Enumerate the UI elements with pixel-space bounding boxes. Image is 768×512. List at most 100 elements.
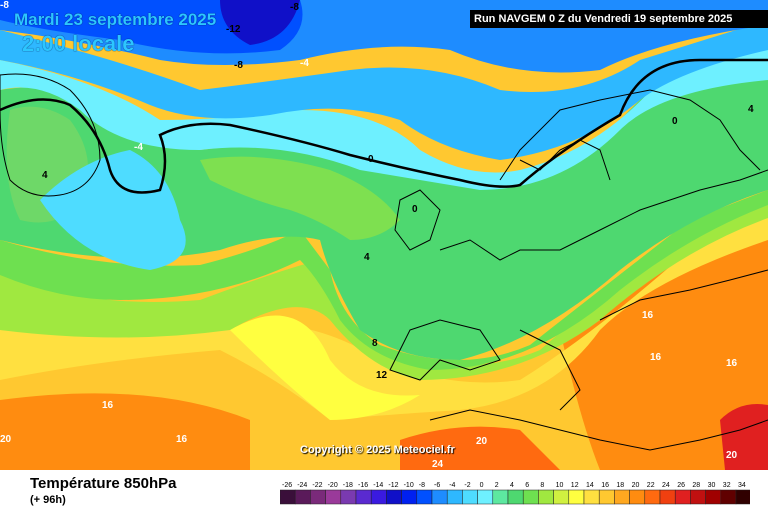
isotherm-label: 0 <box>368 154 374 165</box>
legend-tick-label: -12 <box>388 482 398 489</box>
legend-tick-label: -26 <box>282 482 292 489</box>
legend-color-swatch <box>598 489 615 505</box>
forecast-date: Mardi 23 septembre 2025 <box>14 10 217 29</box>
isotherm-zero-line <box>0 58 768 194</box>
legend-color-swatch <box>568 489 585 505</box>
isotherm-label: 12 <box>376 370 388 381</box>
legend-color-swatch <box>705 489 722 505</box>
model-run-banner: Run NAVGEM 0 Z du Vendredi 19 septembre … <box>470 10 768 28</box>
legend-tick-label: -20 <box>328 482 338 489</box>
legend-tick-label: -8 <box>419 482 425 489</box>
legend-color-swatch <box>659 489 676 505</box>
isotherm-label: 16 <box>650 352 662 363</box>
legend-color-swatch <box>553 489 570 505</box>
isotherm-band-10 <box>230 315 420 420</box>
isotherm-label: 16 <box>176 434 188 445</box>
legend-color-swatch <box>355 489 372 505</box>
legend-tick-label: 28 <box>692 482 700 489</box>
legend-tick-label: -22 <box>312 482 322 489</box>
variable-title: Température 850hPa <box>30 475 177 492</box>
isotherm-label: 0 <box>412 204 418 215</box>
color-scale: -26 -24 -22 -20 -18 -16 -14 -12 -10 -8 -6 -4 -2 0 2 4 6 8… <box>280 482 750 505</box>
legend-color-swatch <box>462 489 478 505</box>
legend-tick-label: -2 <box>464 482 470 489</box>
legend-color-swatch <box>644 489 661 505</box>
isotherm-label: -4 <box>134 142 143 153</box>
legend-tick-label: -4 <box>449 482 455 489</box>
legend-color-swatch <box>280 489 296 505</box>
legend-color-swatch <box>492 489 509 505</box>
legend-tick-label: 8 <box>540 482 544 489</box>
legend-tick-label: 16 <box>601 482 609 489</box>
legend-tick-label: 20 <box>632 482 640 489</box>
legend-tick-label: 14 <box>586 482 594 489</box>
copyright: Copyright © 2025 Meteociel.fr <box>300 444 455 456</box>
legend-tick-label: 0 <box>480 482 484 489</box>
isotherm-band-24 <box>400 426 560 470</box>
legend-tick-label: 18 <box>616 482 624 489</box>
legend-color-swatch <box>735 489 750 505</box>
legend-color-swatch <box>386 489 402 505</box>
legend-color-swatch <box>477 489 494 505</box>
legend-tick-label: 4 <box>510 482 514 489</box>
forecast-time: 2:00 locale <box>22 31 135 56</box>
coastline-greenland <box>0 73 101 197</box>
isotherm-band-minus-2-west <box>40 150 186 270</box>
legend-tick-label: -16 <box>358 482 368 489</box>
isotherm-label: -12 <box>226 24 241 35</box>
legend-color-swatch <box>370 489 387 505</box>
isotherm-band-20 <box>0 393 250 470</box>
legend-color-swatch <box>538 489 554 505</box>
isotherm-band-0 <box>200 156 400 240</box>
legend-tick-label: 2 <box>495 482 499 489</box>
legend-color-swatch <box>507 489 524 505</box>
coastline-europe <box>389 169 768 451</box>
legend-color-swatch <box>614 489 630 505</box>
isotherm-band-4 <box>0 200 768 380</box>
legend-tick-label: -6 <box>434 482 440 489</box>
legend-tick-label: 22 <box>647 482 655 489</box>
isotherm-band-20-east <box>560 230 768 470</box>
isotherm-band-minus-2 <box>0 40 768 190</box>
isotherm-label: 20 <box>0 434 12 445</box>
isotherm-band-minus-4 <box>0 20 768 160</box>
isotherm-label: -4 <box>300 58 309 69</box>
isotherm-label: 16 <box>642 310 654 321</box>
legend-color-swatch <box>294 489 311 505</box>
isotherm-band-6 <box>0 190 768 370</box>
legend-color-swatch <box>416 489 433 505</box>
legend-tick-label: 24 <box>662 482 670 489</box>
legend-color-swatch <box>674 489 691 505</box>
isotherm-label: -8 <box>234 60 243 71</box>
isotherm-label: -8 <box>290 2 299 13</box>
corner-value: -8 <box>0 0 9 11</box>
legend-tick-label: 6 <box>525 482 529 489</box>
isotherm-band-12 <box>0 215 768 420</box>
isotherm-label: 24 <box>432 459 444 470</box>
legend-color-swatch <box>310 489 326 505</box>
isotherm-label: 4 <box>364 252 370 263</box>
isotherm-labels: -12 -8 -8 -4 -4 4 0 0 4 0 4 8 12 16 16 16 16 16 20 20 20 24 <box>0 2 754 470</box>
legend-tick-label: 32 <box>723 482 731 489</box>
isotherm-label: 4 <box>42 170 48 181</box>
legend-bar: Température 850hPa (+ 96h) -26 -24 -22 -20-… <box>0 470 768 512</box>
legend-tick-label: -10 <box>404 482 414 489</box>
isotherm-label: 16 <box>102 400 114 411</box>
legend-color-swatch <box>690 489 706 505</box>
legend-color-swatch <box>629 489 646 505</box>
legend-color-swatch <box>431 489 448 505</box>
legend-tick-label: 34 <box>738 482 746 489</box>
legend-tick-label: -14 <box>373 482 383 489</box>
isotherm-band-24-east <box>720 404 768 470</box>
temperature-map: -12 -8 -8 -4 -4 4 0 0 4 0 4 8 12 16 16 16 16 16 20 20 20 24 <box>0 0 768 470</box>
isotherm-label: 20 <box>726 450 738 461</box>
legend-tick-label: -18 <box>343 482 353 489</box>
legend-color-swatch <box>401 489 418 505</box>
legend-color-swatch <box>325 489 342 505</box>
legend-tick-label: 12 <box>571 482 579 489</box>
isotherm-label: 8 <box>372 338 378 349</box>
legend-tick-label: 30 <box>708 482 716 489</box>
legend-color-swatch <box>720 489 737 505</box>
isotherm-label: 16 <box>726 358 738 369</box>
legend-color-swatch <box>446 489 463 505</box>
